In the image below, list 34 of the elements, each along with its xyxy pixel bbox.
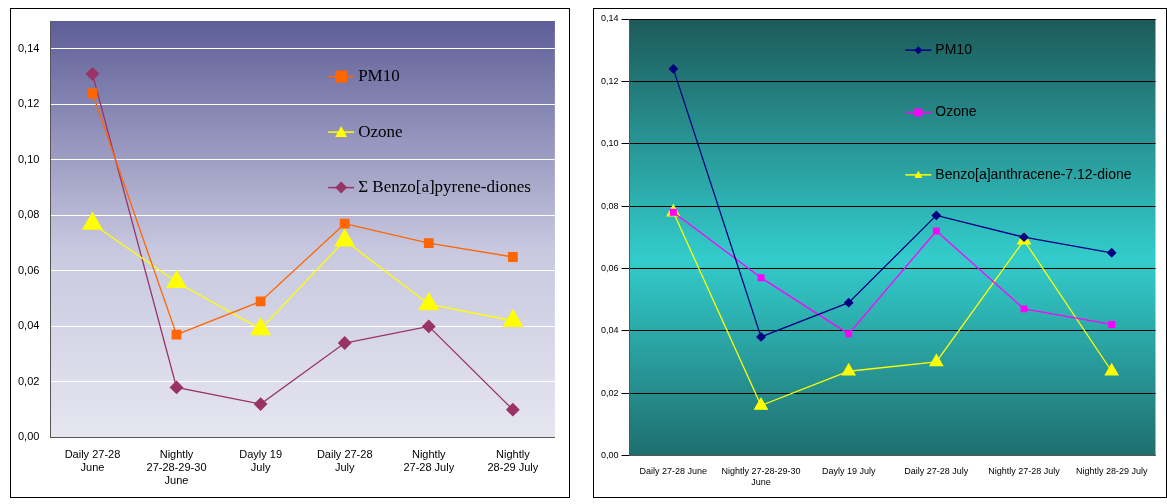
x-tick-label: Dayly 19 July	[239, 448, 283, 474]
y-tick-label: 0,04	[17, 319, 40, 332]
x-tick-label: Nightly 27-28 July	[403, 448, 455, 474]
legend-label: Ozone	[935, 103, 977, 120]
y-tick-label: 0,02	[600, 387, 619, 398]
y-tick-label: 0,12	[17, 97, 40, 110]
y-tick-label: 0,14	[17, 41, 40, 54]
y-tick-label: 0,00	[600, 449, 619, 460]
y-tick-label: 0,02	[17, 374, 40, 387]
legend-label: Benzo[a]anthracene-7.12-dione	[935, 165, 1132, 182]
y-tick-label: 0,08	[600, 200, 619, 211]
x-tick-label: Nightly 27-28-29-30 June	[146, 448, 207, 487]
x-tick-label: Nightly 27-28 July	[988, 466, 1061, 477]
legend-label: PM10	[935, 41, 973, 58]
y-tick-label: 0,04	[600, 325, 619, 336]
x-tick-label: Daily 27-28 July	[904, 466, 969, 477]
x-tick-label: Nightly 28-29 July	[1075, 466, 1148, 477]
x-tick-label: Daily 27-28 June	[64, 448, 121, 474]
legend-label: Σ Benzo[a]pyrene-diones	[358, 177, 531, 197]
x-tick-label: Daily 27-28 July	[316, 448, 373, 474]
legend-label: Ozone	[358, 121, 403, 141]
x-tick-label: Nightly 27-28-29-30 June	[721, 466, 801, 488]
y-tick-label: 0,08	[17, 208, 40, 221]
x-tick-label: Nightly 28-29 July	[487, 448, 539, 474]
y-tick-label: 0,10	[600, 138, 619, 149]
x-tick-label: Dayly 19 July	[821, 466, 876, 477]
y-tick-label: 0,06	[17, 263, 40, 276]
y-tick-label: 0,12	[600, 75, 619, 86]
x-tick-label: Daily 27-28 June	[639, 466, 708, 477]
y-tick-label: 0,06	[600, 262, 619, 273]
y-tick-label: 0,10	[17, 152, 40, 165]
legend-label: PM10	[358, 66, 400, 86]
y-tick-label: 0,14	[600, 13, 619, 24]
y-tick-label: 0,00	[17, 430, 40, 443]
